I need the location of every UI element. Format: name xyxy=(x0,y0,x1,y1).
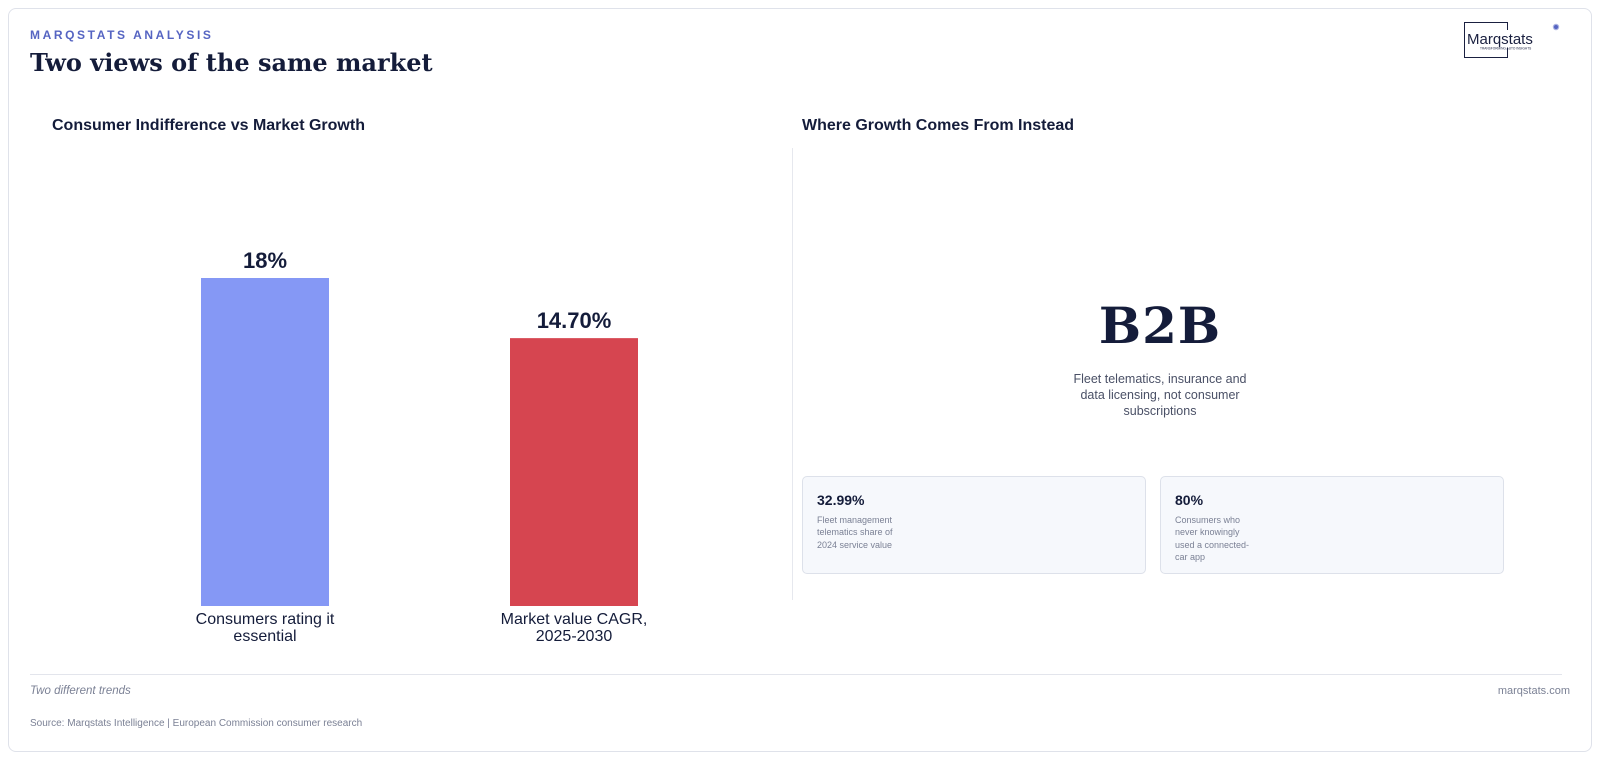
page-title: Two views of the same market xyxy=(30,48,433,77)
footer-note: Two different trends xyxy=(30,685,131,697)
footer-divider xyxy=(30,674,1562,675)
logo-tagline: TRANSFORMING AUTO INSIGHTS xyxy=(1480,47,1531,51)
right-panel-title: Where Growth Comes From Instead xyxy=(802,117,1075,134)
stat-card-consumers: 80% Consumers who never knowingly used a… xyxy=(1160,476,1504,574)
header-kicker: MARQSTATS ANALYSIS xyxy=(30,28,214,42)
stat-value: 32.99% xyxy=(817,492,865,508)
stat-label: Fleet management telematics share of 202… xyxy=(817,515,893,550)
panel-divider xyxy=(792,148,793,600)
footer-link[interactable]: marqstats.com xyxy=(1497,685,1570,697)
marqstats-logo: Marqstats TRANSFORMING AUTO INSIGHTS xyxy=(1464,22,1560,58)
b2b-headline: B2B xyxy=(1098,296,1222,355)
stat-value: 80% xyxy=(1175,492,1204,508)
logo-wordmark: Marqstats xyxy=(1467,31,1533,48)
stat-label: Consumers who never knowingly used a con… xyxy=(1175,515,1250,562)
stat-card-fleet: 32.99% Fleet management telematics share… xyxy=(802,476,1146,574)
b2b-description: Fleet telematics, insurance and data lic… xyxy=(1073,372,1247,418)
footer-source: Source: Marqstats Intelligence | Europea… xyxy=(30,718,363,729)
left-panel-title: Consumer Indifference vs Market Growth xyxy=(52,117,365,134)
